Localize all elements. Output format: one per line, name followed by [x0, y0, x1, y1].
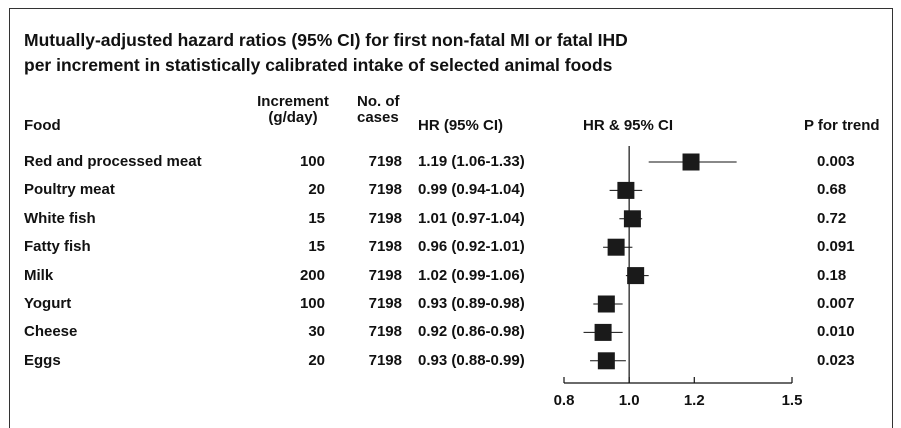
cases-value: 7198	[368, 209, 402, 227]
p-trend-value: 0.007	[817, 295, 855, 312]
header-p-for-trend: P for trend	[804, 117, 880, 134]
header-plot: HR & 95% CI	[583, 117, 674, 134]
p-trend-value: 0.18	[817, 266, 847, 284]
cases-value: 7198	[368, 323, 402, 341]
food-name: Red and processed meat	[24, 153, 202, 170]
header-cases-line-2: cases	[357, 109, 399, 126]
x-tick-label: 1.5	[782, 392, 803, 409]
hr-ci-value: 0.93 (0.89-0.98)	[418, 295, 525, 312]
hr-ci-value: 0.99 (0.94-1.04)	[418, 181, 525, 199]
p-trend-value: 0.091	[817, 238, 855, 256]
cases-value: 7198	[368, 351, 402, 369]
increment-value: 100	[299, 153, 325, 170]
increment-value: 15	[308, 209, 325, 227]
hr-point-marker	[627, 267, 645, 285]
increment-value: 30	[308, 323, 325, 341]
cases-value: 7198	[368, 153, 402, 170]
header-increment: Increment (g/day)	[243, 94, 343, 126]
hr-point-marker	[617, 181, 635, 199]
food-name: Eggs	[24, 351, 61, 369]
cases-value: 7198	[368, 238, 402, 256]
increment-value: 100	[299, 295, 325, 312]
hr-point-marker	[623, 210, 641, 228]
title-line-1: Mutually-adjusted hazard ratios (95% CI)…	[24, 30, 628, 50]
cases-value: 7198	[368, 266, 402, 284]
header-cases-line-1: No. of	[357, 93, 400, 110]
hr-point-marker	[594, 323, 612, 341]
hr-ci-value: 1.02 (0.99-1.06)	[418, 266, 525, 284]
p-trend-value: 0.72	[817, 209, 847, 227]
x-tick-label: 0.8	[554, 392, 575, 409]
hr-ci-value: 0.96 (0.92-1.01)	[418, 238, 525, 256]
chart-frame	[9, 8, 893, 428]
hr-point-marker	[682, 153, 700, 171]
food-name: White fish	[24, 209, 96, 227]
food-name: Milk	[24, 266, 54, 284]
x-tick-label: 1.2	[684, 392, 705, 409]
p-trend-value: 0.68	[817, 181, 847, 199]
chart-title: Mutually-adjusted hazard ratios (95% CI)…	[24, 28, 628, 78]
increment-value: 20	[308, 181, 325, 199]
hr-ci-value: 0.93 (0.88-0.99)	[418, 351, 525, 369]
hr-ci-value: 1.01 (0.97-1.04)	[418, 209, 525, 227]
hr-point-marker	[607, 238, 625, 256]
p-trend-value: 0.003	[817, 153, 855, 170]
food-name: Fatty fish	[24, 238, 91, 256]
header-increment-line-2: (g/day)	[268, 109, 318, 126]
food-name: Cheese	[24, 323, 78, 341]
food-name: Yogurt	[24, 295, 72, 312]
cases-value: 7198	[368, 295, 402, 312]
hr-point-marker	[597, 352, 615, 370]
hr-point-marker	[597, 295, 615, 313]
title-line-2: per increment in statistically calibrate…	[24, 55, 613, 75]
increment-value: 20	[308, 351, 325, 369]
cases-value: 7198	[368, 181, 402, 199]
x-tick-label: 1.0	[619, 392, 640, 409]
p-trend-value: 0.010	[817, 323, 855, 341]
food-name: Poultry meat	[24, 181, 115, 199]
increment-value: 200	[299, 266, 325, 284]
increment-value: 15	[308, 238, 325, 256]
hr-ci-value: 1.19 (1.06-1.33)	[418, 153, 525, 170]
p-trend-value: 0.023	[817, 351, 855, 369]
header-increment-line-1: Increment	[257, 93, 329, 110]
header-food: Food	[24, 117, 61, 134]
header-hr: HR (95% CI)	[418, 117, 504, 134]
header-cases: No. of cases	[357, 94, 400, 126]
hr-ci-value: 0.92 (0.86-0.98)	[418, 323, 525, 341]
